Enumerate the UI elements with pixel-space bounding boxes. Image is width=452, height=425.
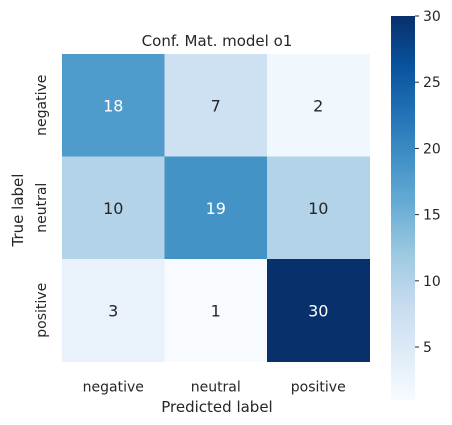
colorbar-ticks: 5 10 15 20 25 30 [415, 9, 441, 356]
heatmap-cell [267, 54, 370, 157]
chart-title: Conf. Mat. model o1 [142, 32, 293, 50]
heatmap-cell [62, 156, 165, 260]
cell-value-label: 19 [206, 199, 226, 218]
cell-value-label: 30 [308, 301, 328, 320]
y-tick-labels: negative neutral positive [34, 75, 50, 338]
colorbar-tick-label: 10 [423, 274, 441, 290]
heatmap-cell [164, 259, 268, 362]
colorbar-tick-label: 15 [423, 208, 441, 224]
colorbar-tick-label: 5 [423, 340, 432, 356]
heatmap-cell [62, 54, 165, 157]
heatmap-cell [267, 259, 370, 362]
x-tick-labels: negative neutral positive [83, 380, 346, 396]
y-tick-label: neutral [34, 183, 50, 233]
cell-value-label: 1 [211, 301, 221, 320]
cell-value-label: 18 [103, 96, 123, 115]
x-tick-label: neutral [191, 380, 241, 396]
cell-value-label: 10 [103, 199, 123, 218]
y-axis-label: True label [9, 174, 27, 248]
cell-value-label: 7 [211, 96, 221, 115]
colorbar [391, 16, 415, 400]
heatmap-cell [164, 156, 268, 260]
cell-value-label: 2 [313, 96, 323, 115]
colorbar-tick-label: 25 [423, 75, 441, 91]
colorbar-tick-label: 30 [423, 9, 441, 25]
y-tick-label: positive [34, 283, 50, 338]
x-axis-label: Predicted label [161, 398, 272, 416]
x-tick-label: positive [291, 380, 346, 396]
cell-value-label: 10 [308, 199, 328, 218]
colorbar-tick-label: 20 [423, 141, 441, 157]
y-tick-label: negative [34, 75, 50, 136]
cell-value-label: 3 [108, 301, 118, 320]
heatmap-cell [62, 259, 165, 362]
heatmap-cell [267, 156, 370, 260]
heatmap-cells: 18 7 2 10 19 10 3 1 30 [62, 54, 370, 362]
x-tick-label: negative [83, 380, 144, 396]
heatmap-cell [164, 54, 268, 157]
